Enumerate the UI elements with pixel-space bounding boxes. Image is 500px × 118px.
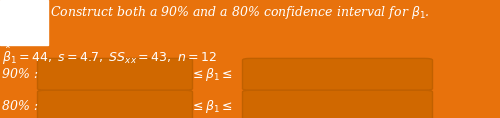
Text: 90% :: 90% : — [2, 68, 38, 81]
FancyBboxPatch shape — [242, 90, 432, 118]
Text: $\leq \beta_1 \leq$: $\leq \beta_1 \leq$ — [190, 98, 233, 115]
FancyBboxPatch shape — [38, 90, 192, 118]
Text: Construct both a 90% and a 80% confidence interval for $\beta_1$.: Construct both a 90% and a 80% confidenc… — [50, 4, 430, 21]
FancyBboxPatch shape — [242, 58, 432, 90]
Text: 80% :: 80% : — [2, 100, 38, 113]
Text: $\hat{\beta}_1 = 44,\ s = 4.7,\ SS_{xx} = 43,\ n = 12$: $\hat{\beta}_1 = 44,\ s = 4.7,\ SS_{xx} … — [2, 45, 218, 67]
Text: $\leq \beta_1 \leq$: $\leq \beta_1 \leq$ — [190, 66, 233, 83]
FancyBboxPatch shape — [0, 0, 48, 45]
FancyBboxPatch shape — [38, 58, 192, 90]
